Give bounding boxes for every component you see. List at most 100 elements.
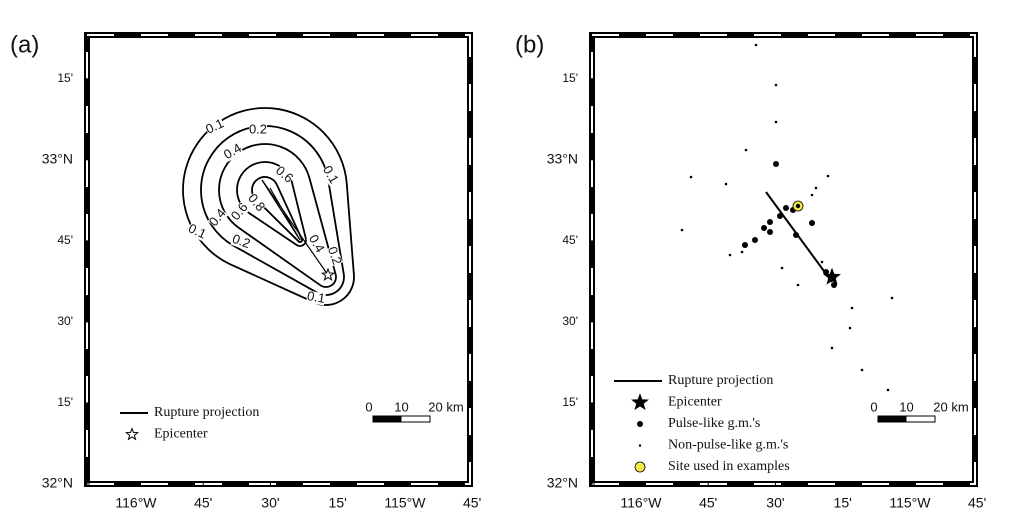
legend-dot-small	[638, 444, 642, 447]
station-pulse	[773, 161, 779, 167]
station-non-pulse	[860, 368, 864, 372]
contour-label: 0.6	[228, 200, 251, 223]
scale-bar-fill	[373, 416, 402, 422]
station-non-pulse	[796, 283, 800, 287]
contour-label-bg	[306, 290, 326, 306]
contour-label: 0.1	[203, 115, 226, 136]
contour-label-bg	[306, 233, 326, 255]
station-non-pulse	[848, 326, 852, 330]
legend-label: Rupture projection	[668, 373, 773, 388]
station-non-pulse	[680, 228, 684, 232]
y-tick-label: 45'	[562, 233, 578, 247]
station-pulse	[831, 282, 837, 288]
x-tick-label: 45'	[968, 495, 986, 511]
station-non-pulse	[728, 253, 732, 257]
x-tick-label: 45'	[463, 495, 481, 511]
y-tick-label: 32°N	[42, 475, 73, 491]
y-tick-label: 15'	[57, 395, 73, 409]
y-tick-label: 30'	[562, 314, 578, 328]
station-non-pulse	[774, 83, 778, 87]
panel-label: (b)	[515, 31, 544, 58]
map-frame-checker	[86, 34, 471, 485]
rupture	[765, 191, 833, 283]
map-frame-checker	[591, 34, 976, 485]
x-tick-label: 115°W	[384, 495, 426, 511]
legend-label: Pulse-like g.m.'s	[668, 416, 760, 431]
station-non-pulse	[820, 260, 824, 264]
contour-label: 0.1	[186, 220, 209, 241]
scale-label: 20 km	[428, 399, 463, 414]
x-tick-label: 15'	[834, 495, 852, 511]
y-tick-label: 32°N	[547, 475, 578, 491]
x-tick-label: 45'	[194, 495, 212, 511]
epicenter	[320, 267, 336, 282]
contour-label: 0.2	[325, 245, 345, 267]
station-non-pulse	[826, 174, 830, 178]
y-tick-label: 15'	[57, 71, 73, 85]
legend-star	[631, 393, 649, 411]
station-non-pulse	[830, 346, 834, 350]
x-tick-label: 116°W	[620, 495, 662, 511]
contour-label-bg	[245, 192, 267, 214]
x-tick-label: 30'	[261, 495, 279, 511]
contour-label-bg	[229, 201, 251, 223]
legend-label: Non-pulse-like g.m.'s	[668, 438, 788, 453]
station-pulse	[742, 242, 748, 248]
y-tick-label: 33°N	[42, 151, 73, 167]
station-non-pulse	[744, 148, 748, 152]
scale-label: 0	[870, 399, 877, 414]
station-non-pulse	[740, 250, 744, 254]
station-non-pulse	[850, 306, 854, 310]
station-non-pulse	[780, 266, 784, 270]
contour-label: 0.2	[230, 231, 252, 251]
station-non-pulse	[724, 182, 728, 186]
contour-label-bg	[230, 233, 252, 251]
station-non-pulse	[890, 296, 894, 300]
contour-label: 0.4	[206, 206, 229, 229]
contour	[251, 176, 303, 243]
station-non-pulse	[886, 388, 890, 392]
contour	[218, 143, 337, 288]
scale-label: 10	[899, 399, 913, 414]
station-pulse	[823, 269, 829, 275]
epicenter	[823, 267, 841, 285]
y-tick-label: 15'	[562, 71, 578, 85]
scale-bar-fill	[878, 416, 907, 422]
station-pulse	[761, 225, 767, 231]
legend-site	[634, 461, 646, 473]
legend-label: Epicenter	[154, 427, 208, 442]
station-pulse	[767, 219, 773, 225]
scale-label: 20 km	[933, 399, 968, 414]
station-pulse	[767, 229, 773, 235]
station-pulse	[783, 205, 789, 211]
station-non-pulse	[810, 193, 814, 197]
contour-label-bg	[204, 117, 226, 137]
station-non-pulse	[774, 120, 778, 124]
y-tick-label: 30'	[57, 314, 73, 328]
contour-label-bg	[222, 142, 244, 162]
legend-star	[124, 427, 140, 441]
y-tick-label: 45'	[57, 233, 73, 247]
x-tick-label: 15'	[329, 495, 347, 511]
x-tick-label: 45'	[699, 495, 717, 511]
contour-label: 0.1	[306, 288, 326, 306]
contour-label: 0.1	[320, 163, 342, 186]
legend-label: Epicenter	[668, 395, 722, 410]
station-pulse	[795, 203, 801, 209]
legend-label: Rupture projection	[154, 405, 259, 420]
rupture	[261, 179, 301, 241]
scale-label: 0	[365, 399, 372, 414]
contour	[236, 161, 307, 247]
scale-label: 10	[394, 399, 408, 414]
contour-label: 0.4	[221, 140, 244, 162]
rupture	[261, 179, 329, 276]
x-tick-label: 116°W	[115, 495, 157, 511]
legend-label: Site used in examples	[668, 459, 790, 474]
station-non-pulse	[689, 175, 693, 179]
panel-label: (a)	[10, 31, 39, 58]
station-pulse	[793, 232, 799, 238]
y-tick-label: 33°N	[547, 151, 578, 167]
station-pulse	[777, 213, 783, 219]
x-tick-label: 30'	[766, 495, 784, 511]
